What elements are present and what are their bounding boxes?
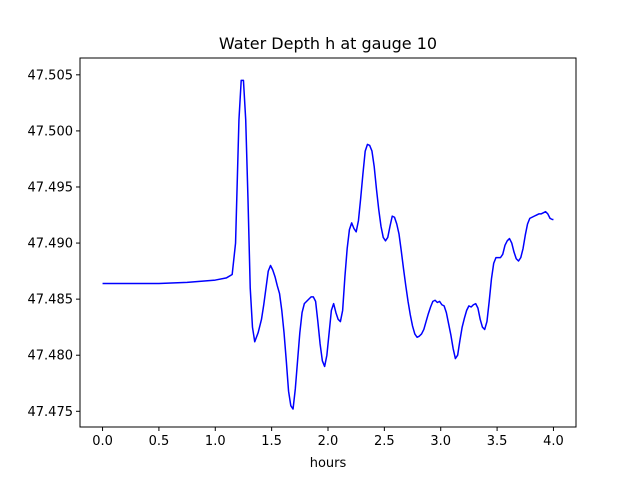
x-tick-label: 2.0	[318, 434, 339, 449]
x-tick-label: 0.0	[92, 434, 113, 449]
y-tick-label: 47.485	[28, 293, 74, 308]
x-tick-label: 3.0	[430, 434, 451, 449]
x-tick-label: 1.0	[205, 434, 226, 449]
y-tick-label: 47.495	[28, 180, 74, 195]
y-axis-ticks: 47.475 47.480 47.485 47.490 47.495 47.500 47.5…	[28, 68, 80, 420]
x-tick-label: 2.5	[374, 434, 395, 449]
y-tick-label: 47.480	[28, 349, 74, 364]
x-tick-label: 4.0	[543, 434, 564, 449]
y-tick-label: 47.505	[28, 68, 74, 83]
chart-title: Water Depth h at gauge 10	[219, 34, 437, 53]
series-line	[102, 79, 554, 410]
x-tick-label: 1.5	[261, 434, 282, 449]
x-axis-label: hours	[310, 456, 347, 471]
x-axis-ticks: 0.0 0.5 1.0 1.5 2.0 2.5 3.0 3.5 4.0	[92, 427, 564, 449]
y-tick-label: 47.475	[28, 405, 74, 420]
y-tick-label: 47.490	[28, 237, 74, 252]
y-tick-label: 47.500	[28, 124, 74, 139]
axes-frame	[79, 57, 577, 428]
x-tick-label: 3.5	[487, 434, 508, 449]
plot-area	[102, 79, 554, 410]
x-tick-label: 0.5	[149, 434, 170, 449]
